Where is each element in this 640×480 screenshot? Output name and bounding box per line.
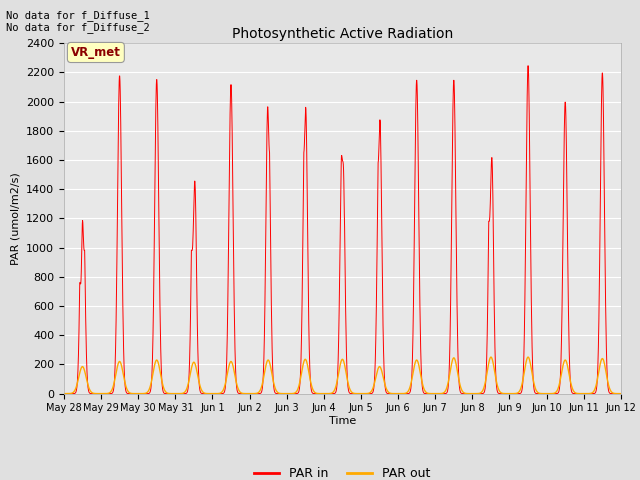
Title: Photosynthetic Active Radiation: Photosynthetic Active Radiation: [232, 27, 453, 41]
Text: No data for f_Diffuse_1
No data for f_Diffuse_2: No data for f_Diffuse_1 No data for f_Di…: [6, 10, 150, 33]
Y-axis label: PAR (umol/m2/s): PAR (umol/m2/s): [10, 172, 20, 265]
Text: VR_met: VR_met: [71, 46, 121, 59]
X-axis label: Time: Time: [329, 416, 356, 426]
Legend: PAR in, PAR out: PAR in, PAR out: [249, 462, 436, 480]
